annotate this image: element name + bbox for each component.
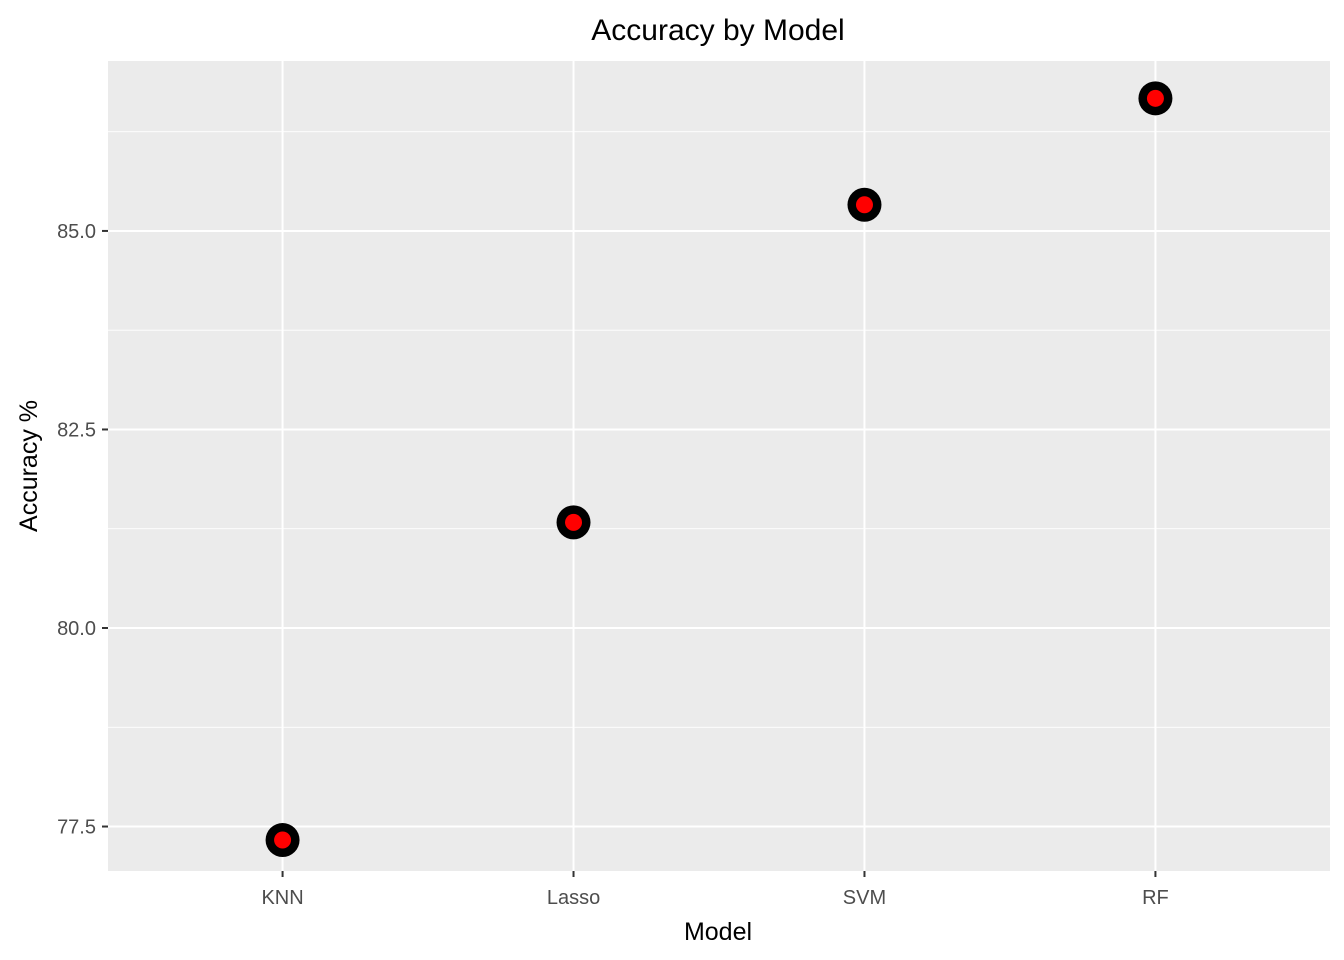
y-tick-label: 85.0: [57, 221, 96, 243]
x-axis-title: Model: [684, 918, 752, 946]
minor-gridlines: [108, 131, 1330, 728]
x-tick-label: KNN: [261, 887, 303, 909]
x-axis-ticks: KNN Lasso SVM RF: [261, 871, 1169, 909]
y-tick-label: 77.5: [57, 817, 96, 839]
data-point-fill: [274, 831, 292, 849]
x-tick-label: Lasso: [547, 887, 600, 909]
y-tick-label: 82.5: [57, 419, 96, 441]
x-tick-label: SVM: [843, 887, 886, 909]
y-tick-label: 80.0: [57, 618, 96, 640]
data-point-fill: [1146, 89, 1164, 107]
data-point-rf: [1138, 81, 1173, 116]
data-point-fill: [565, 513, 583, 531]
chart-title: Accuracy by Model: [591, 14, 844, 47]
plot-panel: [108, 61, 1330, 871]
data-point-knn: [265, 823, 300, 858]
x-tick-label: RF: [1142, 887, 1169, 909]
data-point-lasso: [556, 505, 591, 540]
y-axis-ticks: 77.5 80.0 82.5 85.0: [57, 221, 108, 839]
data-points: [265, 81, 1173, 858]
data-point-svm: [847, 187, 882, 222]
data-point-fill: [855, 196, 873, 214]
y-axis-title: Accuracy %: [15, 400, 43, 532]
